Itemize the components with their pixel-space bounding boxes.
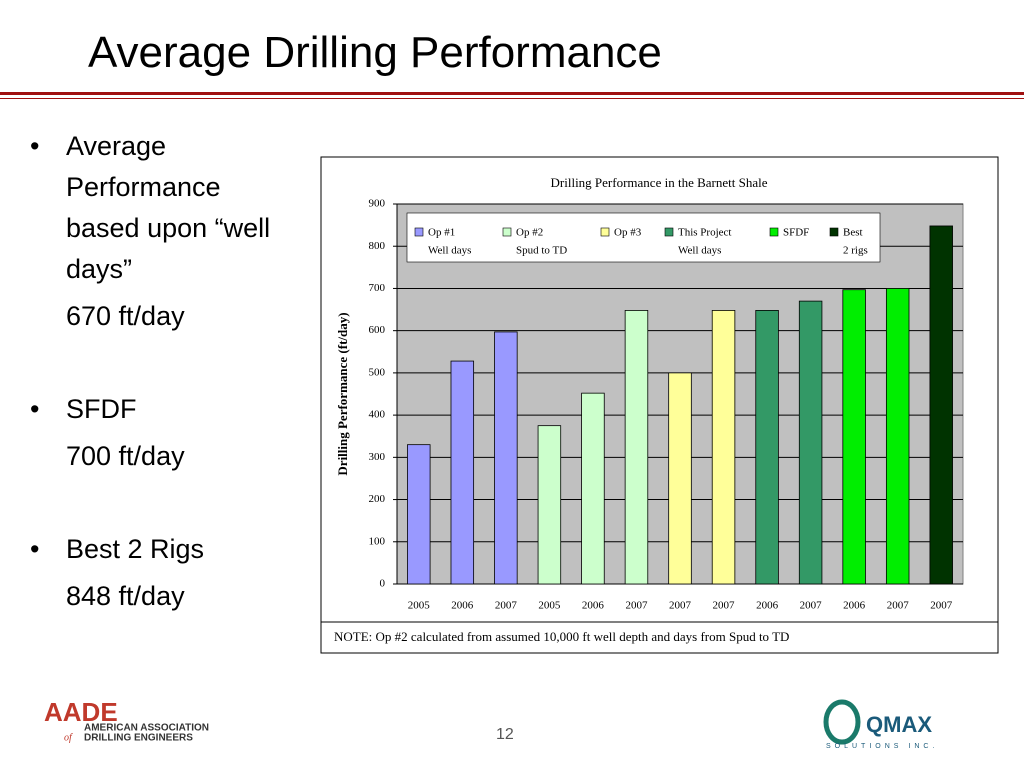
legend-label: Best	[843, 227, 863, 239]
legend-label: This Project	[678, 227, 731, 239]
logo-text: of	[64, 732, 73, 743]
slide-title: Average Drilling Performance	[88, 28, 662, 77]
legend-swatch	[414, 227, 424, 237]
y-tick-label: 700	[369, 282, 386, 294]
x-tick-label: 2005	[538, 600, 561, 612]
rule	[0, 92, 1024, 95]
x-tick-label: 2007	[887, 600, 910, 612]
bar	[668, 372, 692, 585]
bar	[798, 300, 823, 585]
bar	[450, 360, 475, 585]
legend-swatch	[664, 227, 674, 237]
bullet-list: Average Performance based upon “well day…	[28, 126, 278, 669]
x-tick-label: 2007	[930, 600, 953, 612]
x-tick-label: 2007	[625, 600, 648, 612]
legend-description: Well days	[678, 245, 721, 257]
logo-ring	[823, 699, 861, 745]
note: NOTE: Op #2 calculated from assumed 10,0…	[334, 629, 789, 644]
legend-swatch	[502, 227, 512, 237]
bar	[537, 425, 562, 585]
page-number: 12	[496, 726, 514, 743]
legend-label: SFDF	[783, 227, 809, 239]
x-tick-label: 2007	[713, 600, 736, 612]
legend-label: Op #2	[516, 227, 543, 239]
y-tick-label: 900	[369, 198, 386, 210]
bullet-detail: 670 ft/day	[66, 301, 185, 331]
y-tick-label: 500	[369, 366, 386, 378]
bar	[842, 289, 866, 585]
logo-right: QMAX SOLUTIONS INC.	[823, 699, 938, 750]
logo-left: AADE AMERICAN ASSOCIATION of DRILLING EN…	[44, 697, 209, 744]
y-tick-label: 200	[369, 493, 386, 505]
logo-text: SOLUTIONS INC.	[826, 743, 938, 750]
rule	[0, 98, 1024, 99]
legend-description: Spud to TD	[516, 245, 567, 257]
y-tick-label: 300	[369, 451, 386, 463]
bar	[494, 331, 518, 585]
note-frame	[320, 621, 999, 654]
bar	[407, 444, 431, 585]
bar	[755, 309, 779, 585]
legend-description: Well days	[428, 245, 471, 257]
x-tick-label: 2006	[451, 600, 474, 612]
chart-title: Drilling Performance in the Barnett Shal…	[551, 175, 768, 190]
bar	[624, 309, 649, 585]
bullet: Best 2 Rigs	[28, 529, 278, 570]
x-tick-label: 2007	[800, 600, 823, 612]
x-tick-label: 2005	[408, 600, 431, 612]
legend-description: 2 rigs	[843, 245, 868, 257]
legend-label: Op #3	[614, 227, 642, 239]
legend	[406, 212, 881, 263]
legend-swatch	[769, 227, 779, 237]
y-tick-label: 800	[369, 240, 386, 252]
logo-text: DRILLING ENGINEERS	[84, 733, 193, 744]
x-tick-label: 2007	[669, 600, 692, 612]
logo-mark: AADE	[44, 697, 118, 727]
y-tick-label: 0	[380, 578, 386, 590]
bullet-detail: 848 ft/day	[66, 581, 185, 611]
legend-label: Op #1	[428, 227, 455, 239]
bar	[581, 392, 605, 585]
y-axis-label: Drilling Performance (ft/day)	[335, 312, 350, 475]
y-tick-label: 100	[369, 535, 386, 547]
x-tick-label: 2007	[495, 600, 518, 612]
bar	[711, 309, 736, 585]
bar	[885, 288, 910, 585]
x-tick-label: 2006	[582, 600, 605, 612]
logo-mark: QMAX	[866, 712, 932, 737]
x-tick-label: 2006	[756, 600, 779, 612]
y-tick-label: 400	[369, 409, 386, 421]
bullet: Average Performance based upon “well day…	[28, 126, 278, 290]
y-tick-label: 600	[369, 324, 386, 336]
x-tick-label: 2006	[843, 600, 866, 612]
logo-text: AMERICAN ASSOCIATION	[84, 723, 209, 734]
legend-swatch	[600, 227, 610, 237]
bullet-detail: 700 ft/day	[66, 441, 185, 471]
bar	[929, 225, 953, 585]
bullet: SFDF	[28, 389, 278, 430]
legend-swatch	[829, 227, 839, 237]
